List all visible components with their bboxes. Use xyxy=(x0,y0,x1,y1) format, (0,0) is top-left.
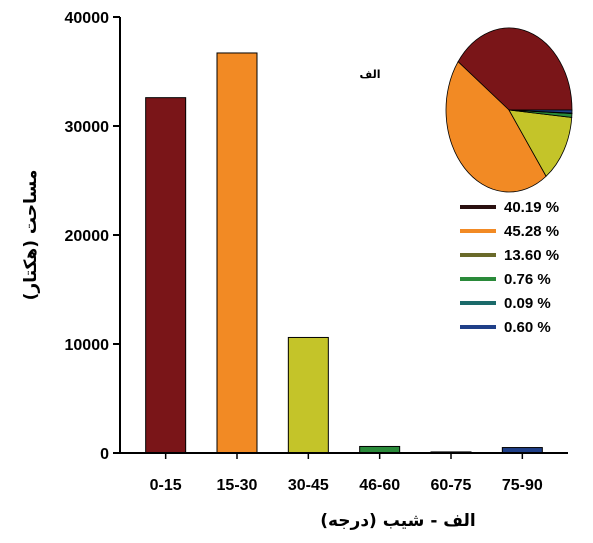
legend-label: 13.60 % xyxy=(504,247,559,264)
legend-label: 45.28 % xyxy=(504,223,559,240)
y-tick-label: 30000 xyxy=(65,119,110,136)
pie-legend: 40.19 % 45.28 % 13.60 % 0.76 % 0.09 % 0.60 % xyxy=(460,199,559,336)
bar-30-45 xyxy=(287,336,329,454)
x-tick-label: 60-75 xyxy=(431,477,472,494)
legend-label: 0.60 % xyxy=(504,319,551,336)
pie-slice xyxy=(457,27,573,111)
bar-15-30 xyxy=(216,52,258,454)
x-tick-label: 30-45 xyxy=(288,477,329,494)
inset-pie-chart xyxy=(445,27,573,193)
x-axis-label: الف - شیب (درجه) xyxy=(320,511,476,531)
pie-slice xyxy=(508,109,573,114)
y-tick-label: 0 xyxy=(100,446,109,463)
legend-label: 40.19 % xyxy=(504,199,559,216)
y-tick-label: 40000 xyxy=(65,10,110,27)
bar-0-15 xyxy=(145,97,187,454)
x-tick-label: 75-90 xyxy=(502,477,543,494)
x-tick-label: 15-30 xyxy=(217,477,258,494)
y-tick-label: 20000 xyxy=(65,228,110,245)
x-tick-label: 46-60 xyxy=(359,477,400,494)
legend-label: 0.09 % xyxy=(504,295,551,312)
x-axis-ticks: 0-15 15-30 30-45 46-60 60-75 75-90 xyxy=(150,453,543,494)
y-axis-ticks: 0 10000 20000 30000 40000 xyxy=(65,10,120,463)
pie-slice xyxy=(508,109,573,177)
legend-label: 0.76 % xyxy=(504,271,551,288)
y-axis-label: مساحت (هکتار) xyxy=(21,170,41,301)
panel-annotation: الف xyxy=(359,68,380,81)
pie-slice xyxy=(445,61,547,193)
y-tick-label: 10000 xyxy=(65,337,110,354)
x-tick-label: 0-15 xyxy=(150,477,182,494)
